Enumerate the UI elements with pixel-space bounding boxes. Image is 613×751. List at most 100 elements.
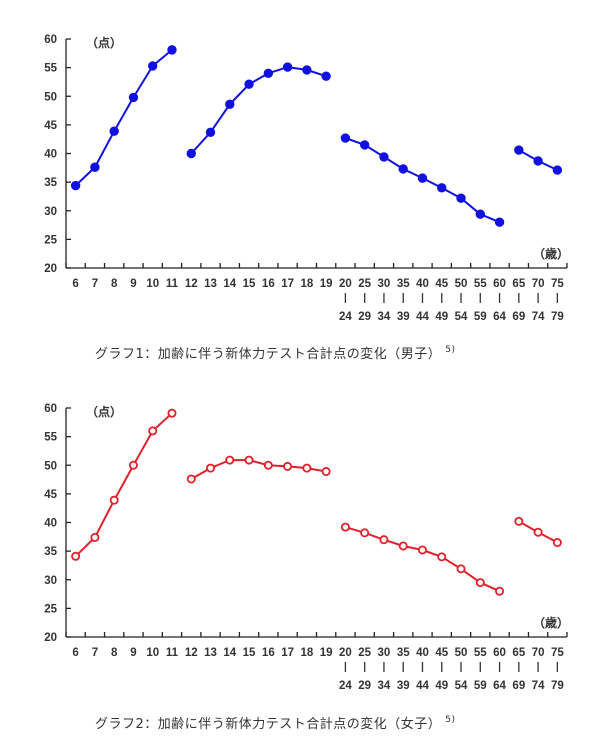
data-point-marker xyxy=(186,148,196,159)
x-tick-label: 40 xyxy=(416,647,429,659)
data-point-marker xyxy=(533,527,543,537)
x-tick-label-end: 44 xyxy=(416,311,429,323)
x-tick-label: 75 xyxy=(551,647,564,659)
x-tick-label-end: 59 xyxy=(474,311,487,323)
data-point-marker xyxy=(283,461,293,471)
x-tick-label: 30 xyxy=(378,278,391,290)
chart-1-plot: 20 25 30 35 40 45 50 55 60 6 7 8 9 10 11 12 13 14 15 16 17 18… xyxy=(44,34,569,323)
data-point-marker xyxy=(437,552,447,562)
x-tick-label: 16 xyxy=(262,278,275,290)
x-tick-label: 45 xyxy=(435,647,448,659)
x-tick-label: 65 xyxy=(512,278,525,290)
data-point-marker xyxy=(359,140,370,150)
y-tick-label: 35 xyxy=(44,177,57,189)
x-tick-label: 70 xyxy=(532,278,545,290)
x-unit-label: （歳） xyxy=(533,246,569,261)
data-point-marker xyxy=(456,564,466,574)
x-tick-label: 30 xyxy=(378,647,391,659)
data-point-marker xyxy=(186,474,196,484)
x-tick-label: 45 xyxy=(435,278,448,290)
data-point-marker xyxy=(456,193,466,203)
data-point-marker xyxy=(321,467,331,477)
x-tick-label-end: 49 xyxy=(435,680,448,692)
data-point-marker xyxy=(398,164,408,174)
x-tick-label: 12 xyxy=(185,647,198,659)
x-tick-label: 7 xyxy=(92,647,98,659)
data-point-marker xyxy=(148,61,158,71)
chart-1-footnote-ref: 5) xyxy=(445,345,456,355)
chart-1-title: グラフ1：加齢に伴う新体力テスト合計点の変化（男子） xyxy=(95,347,442,362)
data-point-marker xyxy=(225,455,235,465)
x-tick-label-end: 79 xyxy=(551,311,564,323)
x-tick-label: 50 xyxy=(455,647,468,659)
x-tick-label: 6 xyxy=(72,647,78,659)
x-tick-label: 11 xyxy=(166,278,179,290)
x-tick-label: 9 xyxy=(130,647,136,659)
y-tick-label: 25 xyxy=(44,234,57,246)
y-tick-label: 50 xyxy=(44,460,57,472)
data-point-marker xyxy=(263,68,274,79)
data-point-marker xyxy=(321,71,331,81)
x-tick-label: 17 xyxy=(281,647,294,659)
x-tick-label: 40 xyxy=(416,278,429,290)
y-tick-label: 30 xyxy=(44,206,57,218)
x-tick-label: 70 xyxy=(532,647,545,659)
data-point-marker xyxy=(225,99,235,109)
data-point-marker xyxy=(167,408,177,418)
x-tick-label-end: 49 xyxy=(435,311,448,323)
x-tick-label-end: 64 xyxy=(493,680,506,692)
y-unit-label: （点） xyxy=(86,35,122,50)
x-tick-label: 7 xyxy=(92,278,98,290)
y-tick-label: 60 xyxy=(44,403,57,415)
series-line xyxy=(74,412,173,558)
y-tick-label: 25 xyxy=(44,603,57,615)
x-tick-label-end: 44 xyxy=(416,680,429,692)
chart-1-boys: 20 25 30 35 40 45 50 55 60 6 7 8 9 10 11 12 13 14 15 16 17 18… xyxy=(0,0,613,335)
x-tick-label-end: 24 xyxy=(339,311,352,323)
data-point-marker xyxy=(417,173,428,183)
y-tick-label: 60 xyxy=(44,34,57,46)
data-point-marker xyxy=(360,528,370,538)
x-tick-label-end: 39 xyxy=(397,311,410,323)
x-tick-label: 10 xyxy=(146,278,159,290)
axes xyxy=(65,38,568,269)
data-point-marker xyxy=(109,126,119,136)
data-point-marker xyxy=(475,209,485,219)
x-tick-label-end: 24 xyxy=(339,680,352,692)
chart-1-caption: グラフ1：加齢に伴う新体力テスト合計点の変化（男子） 5) xyxy=(95,343,456,362)
x-tick-label: 35 xyxy=(397,278,410,290)
data-point-marker xyxy=(167,45,177,55)
data-point-marker xyxy=(437,183,447,193)
x-tick-label: 14 xyxy=(223,647,236,659)
x-tick-label: 13 xyxy=(204,278,217,290)
data-point-marker xyxy=(71,551,81,561)
y-tick-label: 20 xyxy=(44,632,57,644)
x-tick-label-end: 34 xyxy=(378,680,391,692)
x-tick-label: 18 xyxy=(300,278,313,290)
x-tick-label-end: 74 xyxy=(532,311,545,323)
data-point-marker xyxy=(514,145,524,155)
x-tick-label: 14 xyxy=(223,278,236,290)
x-tick-label: 25 xyxy=(358,647,371,659)
data-point-marker xyxy=(148,426,158,436)
x-tick-label-end: 39 xyxy=(397,680,410,692)
y-tick-label: 55 xyxy=(44,63,57,75)
series-line xyxy=(74,49,173,187)
x-tick-label: 11 xyxy=(166,647,179,659)
data-point-marker xyxy=(495,586,505,596)
data-point-marker xyxy=(552,538,562,548)
x-tick-label-end: 69 xyxy=(512,311,525,323)
data-point-marker xyxy=(109,495,119,505)
data-point-marker xyxy=(302,463,312,473)
x-tick-label: 20 xyxy=(339,647,352,659)
x-tick-label-end: 29 xyxy=(358,311,371,323)
y-tick-label: 50 xyxy=(44,91,57,103)
x-tick-label: 35 xyxy=(397,647,410,659)
data-point-marker xyxy=(282,62,293,72)
y-tick-label: 40 xyxy=(44,518,57,530)
y-tick-label: 45 xyxy=(44,489,57,501)
data-point-marker xyxy=(90,162,100,172)
x-tick-label: 20 xyxy=(339,278,352,290)
x-tick-label: 16 xyxy=(262,647,275,659)
x-tick-label-end: 34 xyxy=(378,311,391,323)
